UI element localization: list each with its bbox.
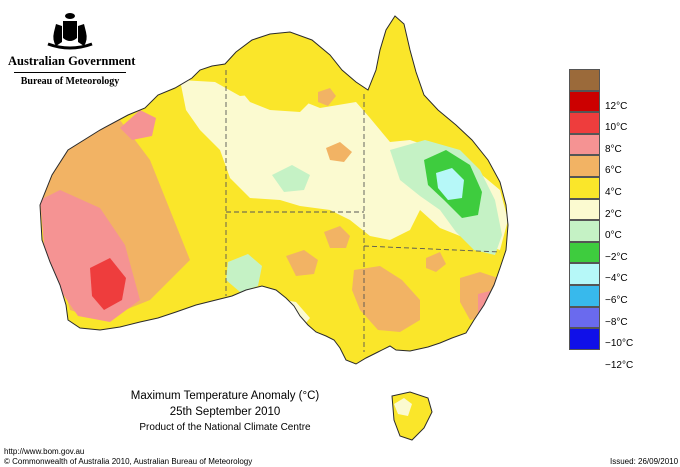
legend-swatch [569,198,600,221]
legend-swatch [569,241,600,264]
legend-label: 4°C [605,186,622,198]
bureau-title: Bureau of Meteorology [20,76,120,87]
legend-label: −2°C [605,251,628,263]
legend-item: 2°C [569,198,669,221]
state-borders [225,70,501,352]
legend-swatch [569,133,600,156]
legend-swatch [569,90,600,113]
product-credit: Product of the National Climate Centre [139,422,311,433]
map-title: Maximum Temperature Anomaly (°C) [130,390,320,402]
legend-label: −6°C [605,294,628,306]
legend-item [569,69,669,91]
legend-swatch [569,263,600,285]
legend-item: −10°C [569,328,669,350]
map-title-block: Maximum Temperature Anomaly (°C) 25th Se… [95,389,355,436]
legend-swatch [569,306,600,329]
tasmania [391,391,433,441]
legend-label: 8°C [605,143,622,155]
legend-swatch [569,328,600,350]
url-text: http://www.bom.gov.au [4,447,85,456]
government-title: Australian Government [8,54,136,68]
legend-label: 12°C [605,100,628,112]
legend-label: 10°C [605,122,628,134]
map-date: 25th September 2010 [169,405,281,418]
legend-item: 0°C [569,220,669,242]
legend-label: −12°C [605,359,634,371]
legend-swatch [569,284,600,307]
legend-swatch [569,112,600,134]
coastline-overlay [39,15,509,365]
legend-label: −4°C [605,273,628,285]
legend-swatch [569,69,600,91]
legend-item: 8°C [569,133,669,156]
legend-swatch [569,220,600,242]
legend-label: 0°C [605,230,622,242]
legend-item: 4°C [569,176,669,199]
color-legend: 12°C 10°C 8°C 6°C 4°C 2°C 0°C −2°C −4°C −6°C −8°C −… [569,69,669,371]
legend-item: 10°C [569,112,669,134]
legend-swatch [569,176,600,199]
coat-of-arms-icon [47,13,93,50]
legend-item: −12°C [569,350,669,372]
legend-label: −8°C [605,316,628,328]
legend-label: 6°C [605,165,622,177]
divider [14,72,126,73]
legend-item: −6°C [569,284,669,307]
legend-item: 6°C [569,155,669,177]
issued-date: Issued: 26/09/2010 [610,457,679,466]
copyright-text: © Commonwealth of Australia 2010, Austra… [4,457,253,466]
legend-swatch [569,155,600,177]
legend-label: −10°C [605,338,634,350]
legend-item: −4°C [569,263,669,285]
legend-item: 12°C [569,90,669,113]
legend-item: −8°C [569,306,669,329]
legend-item: −2°C [569,241,669,264]
government-logo: Australian Government Bureau of Meteorol… [8,10,136,87]
legend-label: 2°C [605,208,622,220]
